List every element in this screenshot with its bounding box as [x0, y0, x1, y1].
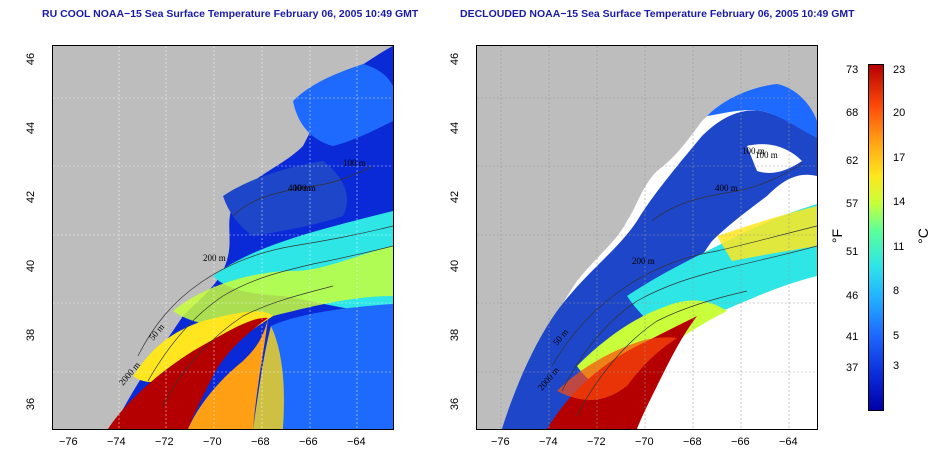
- temperature-colorbar: [868, 64, 884, 411]
- lon-tick: −68: [683, 436, 702, 448]
- fahrenheit-unit-label: °F: [829, 228, 846, 244]
- lat-tick: 36: [449, 397, 462, 411]
- fahrenheit-tick: 68: [846, 107, 859, 119]
- celsius-tick: 20: [893, 107, 906, 119]
- fahrenheit-tick: 57: [846, 198, 859, 210]
- celsius-tick: 17: [893, 152, 906, 164]
- lat-tick: 46: [25, 52, 38, 66]
- lon-tick: −76: [491, 436, 510, 448]
- celsius-tick: 5: [893, 330, 900, 342]
- lon-tick: −64: [779, 436, 798, 448]
- fahrenheit-tick: 37: [846, 362, 859, 374]
- lat-tick: 44: [449, 121, 462, 135]
- lon-tick: −68: [251, 436, 270, 448]
- lat-tick: 42: [449, 190, 462, 204]
- contour-label: 200 m: [203, 253, 226, 263]
- contour-label: 100 m: [742, 146, 765, 156]
- contour-label: 400 m: [288, 183, 311, 193]
- lat-tick: 42: [25, 190, 38, 204]
- celsius-tick: 23: [893, 64, 906, 76]
- lon-tick: −72: [587, 436, 606, 448]
- celsius-tick: 3: [893, 360, 900, 372]
- lon-tick: −66: [731, 436, 750, 448]
- right-map-title: DECLOUDED NOAA−15 Sea Surface Temperatur…: [460, 8, 855, 20]
- left-map-title: RU COOL NOAA−15 Sea Surface Temperature …: [42, 8, 419, 20]
- fahrenheit-tick: 62: [846, 155, 859, 167]
- contour-label: 400 m: [715, 183, 738, 193]
- lon-tick: −64: [347, 436, 366, 448]
- lon-tick: −66: [299, 436, 318, 448]
- lat-tick: 40: [449, 259, 462, 273]
- celsius-tick: 11: [893, 241, 905, 253]
- left-sst-map: 50 m 100 m 200 m 2000 m 400 m 100 m: [52, 45, 394, 430]
- celsius-tick: 14: [893, 196, 906, 208]
- lat-tick: 44: [25, 121, 38, 135]
- right-sst-raster: 50 m 100 m 200 m 2000 m 400 m 100 m: [477, 46, 817, 429]
- lon-tick: −76: [59, 436, 78, 448]
- lon-tick: −74: [539, 436, 558, 448]
- celsius-unit-label: °C: [914, 228, 931, 244]
- lon-tick: −70: [203, 436, 222, 448]
- fahrenheit-tick: 46: [846, 290, 859, 302]
- lon-tick: −74: [107, 436, 126, 448]
- lat-tick: 38: [449, 328, 462, 342]
- fahrenheit-tick: 73: [846, 64, 859, 76]
- lon-tick: −70: [635, 436, 654, 448]
- contour-label: 100 m: [755, 150, 778, 160]
- lat-tick: 40: [25, 259, 38, 273]
- contour-label: 100 m: [343, 158, 366, 168]
- left-sst-raster: 50 m 100 m 200 m 2000 m 400 m 100 m: [53, 46, 393, 429]
- contour-label: 50 m: [147, 322, 166, 342]
- celsius-tick: 8: [893, 285, 900, 297]
- lat-tick: 46: [449, 52, 462, 66]
- contour-label: 100 m: [293, 183, 316, 193]
- lon-tick: −72: [155, 436, 174, 448]
- fahrenheit-tick: 51: [846, 246, 859, 258]
- lat-tick: 36: [25, 397, 38, 411]
- contour-label: 200 m: [632, 256, 655, 266]
- fahrenheit-tick: 41: [846, 331, 859, 343]
- right-sst-map: 50 m 100 m 200 m 2000 m 400 m 100 m: [476, 45, 818, 430]
- lat-tick: 38: [25, 328, 38, 342]
